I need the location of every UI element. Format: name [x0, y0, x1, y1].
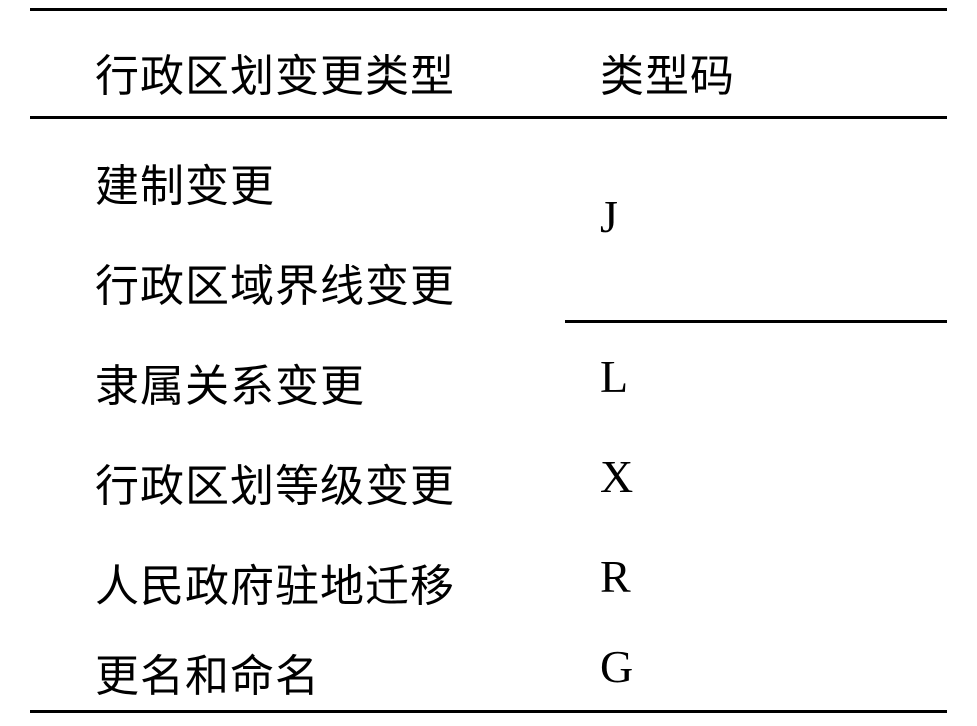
table-cell-code: R — [600, 550, 632, 603]
table-cell-change-type: 人民政府驻地迁移 — [95, 550, 455, 614]
change-type-code-table: 行政区划变更类型 类型码 建制变更 J 行政区域界线变更 隶属关系变更 L 行政… — [0, 0, 977, 726]
table-cell-code: L — [600, 350, 629, 403]
table-rule-partial — [565, 320, 947, 323]
table-cell-change-type: 建制变更 — [95, 150, 275, 214]
table-cell-code: X — [600, 450, 634, 503]
table-rule-bottom — [30, 710, 947, 713]
table-cell-change-type: 隶属关系变更 — [95, 350, 365, 414]
table-rule-top — [30, 8, 947, 11]
column-header-code: 类型码 — [600, 40, 735, 104]
column-header-change-type: 行政区划变更类型 — [95, 40, 455, 104]
table-cell-change-type: 行政区域界线变更 — [95, 250, 455, 314]
table-cell-change-type: 更名和命名 — [95, 640, 320, 704]
table-cell-code: J — [600, 190, 619, 243]
table-cell-code: G — [600, 640, 634, 693]
table-cell-change-type: 行政区划等级变更 — [95, 450, 455, 514]
table-rule-header — [30, 116, 947, 119]
